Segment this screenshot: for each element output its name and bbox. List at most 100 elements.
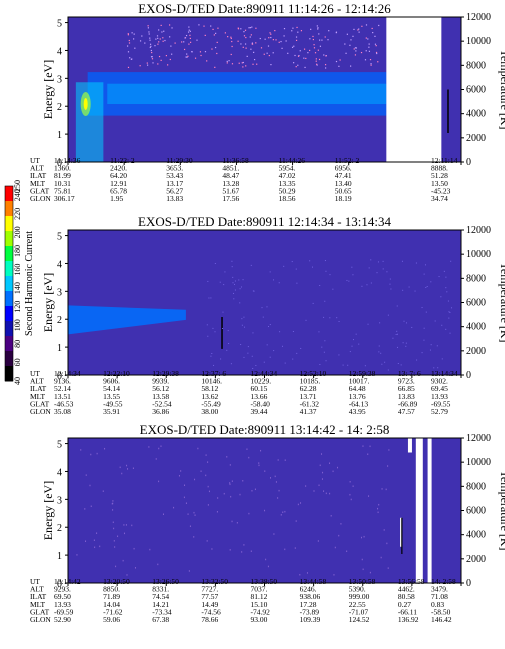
- speckle: [352, 274, 354, 276]
- speckle: [264, 509, 266, 512]
- row-value: 35.91: [103, 407, 120, 416]
- speckle: [127, 51, 130, 53]
- row-value: 17.56: [222, 194, 239, 203]
- speckle: [446, 291, 448, 293]
- speckle: [376, 272, 378, 274]
- colorbar-segment: [5, 336, 13, 352]
- speckle: [260, 47, 263, 49]
- speckle: [122, 559, 124, 562]
- row-name: GLAT: [30, 607, 50, 616]
- speckle: [451, 307, 453, 309]
- y-tick-label: 3: [57, 74, 62, 85]
- row-value: 109.39: [300, 615, 321, 624]
- speckle: [169, 58, 171, 61]
- speckle: [316, 25, 318, 27]
- row-name: ILAT: [30, 592, 47, 601]
- row-value: 9293.: [54, 585, 71, 594]
- speckle: [248, 512, 250, 515]
- speckle: [295, 39, 298, 41]
- speckle: [243, 544, 245, 546]
- speckle: [210, 25, 212, 27]
- row-value: 78.66: [201, 615, 218, 624]
- speckle: [292, 27, 294, 29]
- chart-panel-3: EXOS-D/TED Date:890911 13:14:42 - 14: 2:…: [30, 422, 505, 624]
- speckle: [270, 33, 272, 35]
- speckle: [150, 45, 152, 47]
- speckle: [382, 260, 384, 262]
- speckle: [284, 459, 286, 461]
- speckle: [292, 331, 294, 333]
- speckle: [358, 31, 360, 33]
- speckle: [150, 56, 153, 58]
- energy-band: [68, 305, 186, 335]
- speckle: [199, 51, 202, 53]
- speckle: [354, 54, 357, 56]
- speckle: [200, 470, 202, 472]
- speckle: [423, 327, 425, 329]
- row-value: 13:38:50: [251, 577, 278, 586]
- speckle: [211, 548, 213, 550]
- speckle: [421, 352, 423, 354]
- row-value: -58.40: [251, 399, 271, 408]
- speckle: [180, 470, 182, 472]
- speckle: [350, 39, 352, 41]
- row-value: -74.56: [201, 607, 221, 616]
- speckle: [403, 320, 405, 322]
- speckle: [231, 45, 233, 48]
- speckle: [150, 49, 152, 52]
- speckle: [163, 30, 165, 32]
- speckle: [358, 343, 360, 345]
- speckle: [311, 266, 313, 268]
- speckle: [230, 37, 232, 40]
- speckle: [368, 46, 370, 48]
- speckle: [232, 276, 234, 278]
- speckle: [123, 532, 125, 535]
- row-value: 81.12: [251, 592, 268, 601]
- row-value: -58.50: [431, 607, 451, 616]
- speckle: [241, 318, 243, 320]
- row-value: 12:52:10: [300, 369, 327, 378]
- colorbar-frame: [4, 185, 14, 382]
- speckle: [240, 28, 242, 30]
- row-value: 13.35: [279, 179, 296, 188]
- speckle: [210, 297, 212, 299]
- speckle: [268, 326, 270, 328]
- speckle: [229, 464, 231, 466]
- y2-tick-label: 8000: [466, 60, 486, 71]
- row-value: 81.99: [54, 171, 71, 180]
- row-value: -74.92: [251, 607, 271, 616]
- speckle: [134, 47, 136, 49]
- row-value: -52.54: [152, 399, 172, 408]
- speckle: [371, 27, 373, 30]
- speckle: [250, 48, 252, 50]
- speckle: [284, 362, 286, 364]
- speckle: [433, 367, 435, 369]
- row-value: 52.14: [54, 384, 71, 393]
- row-name: UT: [30, 577, 40, 586]
- colorbar-tick-label: 100: [13, 319, 22, 331]
- row-value: -64.13: [349, 399, 369, 408]
- speckle: [386, 271, 388, 273]
- speckle: [128, 39, 130, 42]
- speckle: [367, 453, 369, 455]
- y2-axis-label: Temperature [K]: [498, 262, 505, 342]
- speckle: [396, 333, 398, 335]
- y-tick-label: 2: [57, 523, 62, 534]
- speckle: [291, 46, 294, 48]
- row-value: 58.12: [201, 384, 218, 393]
- speckle: [388, 449, 390, 451]
- speckle: [212, 28, 214, 31]
- speckle: [263, 53, 265, 55]
- speckle: [275, 39, 277, 41]
- row-value: 11:44:26: [279, 156, 306, 165]
- row-value: 124.52: [349, 615, 370, 624]
- speckle: [253, 51, 255, 53]
- speckle: [187, 55, 189, 57]
- row-value: 12:11:14: [431, 156, 458, 165]
- colorbar-tick-label: 160: [13, 264, 22, 276]
- speckle: [112, 502, 114, 505]
- speckle: [296, 26, 298, 29]
- speckle: [239, 288, 241, 290]
- speckle: [330, 515, 332, 517]
